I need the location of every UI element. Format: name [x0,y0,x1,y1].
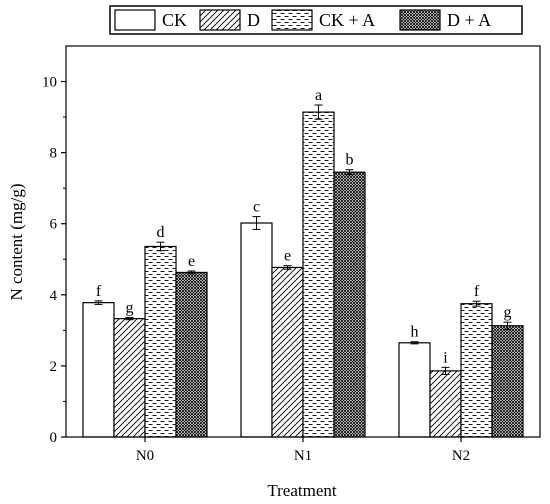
significance-label: c [253,199,260,216]
y-axis: 0 2 4 6 8 10 [42,75,66,446]
y-tick-label: 2 [50,359,58,375]
legend-item-d: D [199,9,260,31]
bar-d-n0 [113,318,146,438]
legend-swatch [271,9,313,31]
bar-ck-a-n0 [144,245,177,438]
significance-label: b [346,152,354,169]
legend-label: CK + A [319,10,375,30]
significance-label: e [188,253,195,270]
bar-ck-n0 [82,302,115,438]
legend-frame [109,5,523,35]
bar-ck-a-n1 [302,111,335,438]
y-tick-label: 0 [50,430,58,446]
legend-label: D [247,10,260,30]
bar-ck-n1 [240,222,273,438]
bar-d-a-n2 [491,325,524,438]
error-bar [314,104,323,120]
error-bar [125,317,134,321]
legend-item-ck-a: CK + A [271,9,375,31]
error-bar [345,169,354,176]
legend-item-ck: CK [114,9,187,31]
significance-label: e [284,248,291,265]
significance-label: d [157,224,165,241]
plot-area: f g d e c e a b h i f g 0 2 4 6 8 10 N0 N1 N2 [42,45,541,464]
significance-label: g [504,304,512,321]
bar-d-a-n1 [333,171,366,438]
x-tick-label: N0 [136,448,154,464]
error-bar [94,300,103,305]
bar-d-n2 [429,370,462,438]
error-bar [187,270,196,275]
error-bar [283,265,292,270]
significance-label: i [443,349,448,366]
error-bar [441,366,450,375]
y-tick-label: 4 [50,288,58,304]
error-bar [252,216,261,230]
significance-label: f [96,283,102,300]
error-bar [472,300,481,307]
significance-label: g [126,300,134,317]
legend-item-d-a: D + A [399,9,491,31]
legend-swatch [114,9,156,31]
error-bar [503,321,512,330]
x-axis: N0 N1 N2 [136,437,470,464]
legend-swatch [199,9,241,31]
x-tick-label: N2 [452,448,470,464]
legend-swatch [399,9,441,31]
bar-ck-n2 [398,342,431,438]
error-bar [156,241,165,252]
legend-label: CK [162,10,187,30]
y-tick-label: 8 [50,146,58,162]
x-tick-label: N1 [294,448,312,464]
legend-label: D + A [447,10,491,30]
error-bar [410,341,419,345]
bar-ck-a-n2 [460,303,493,438]
y-axis-title: N content (mg/g) [7,183,26,300]
significance-label: h [411,324,419,341]
significance-label: a [315,87,322,104]
significance-label: f [474,283,480,300]
bar-d-a-n0 [175,271,208,438]
y-tick-label: 6 [50,217,58,233]
y-tick-label: 10 [42,75,57,91]
legend: CK D CK + A D + A [109,5,523,35]
x-axis-title: Treatment [267,481,337,500]
bar-d-n1 [271,266,304,438]
